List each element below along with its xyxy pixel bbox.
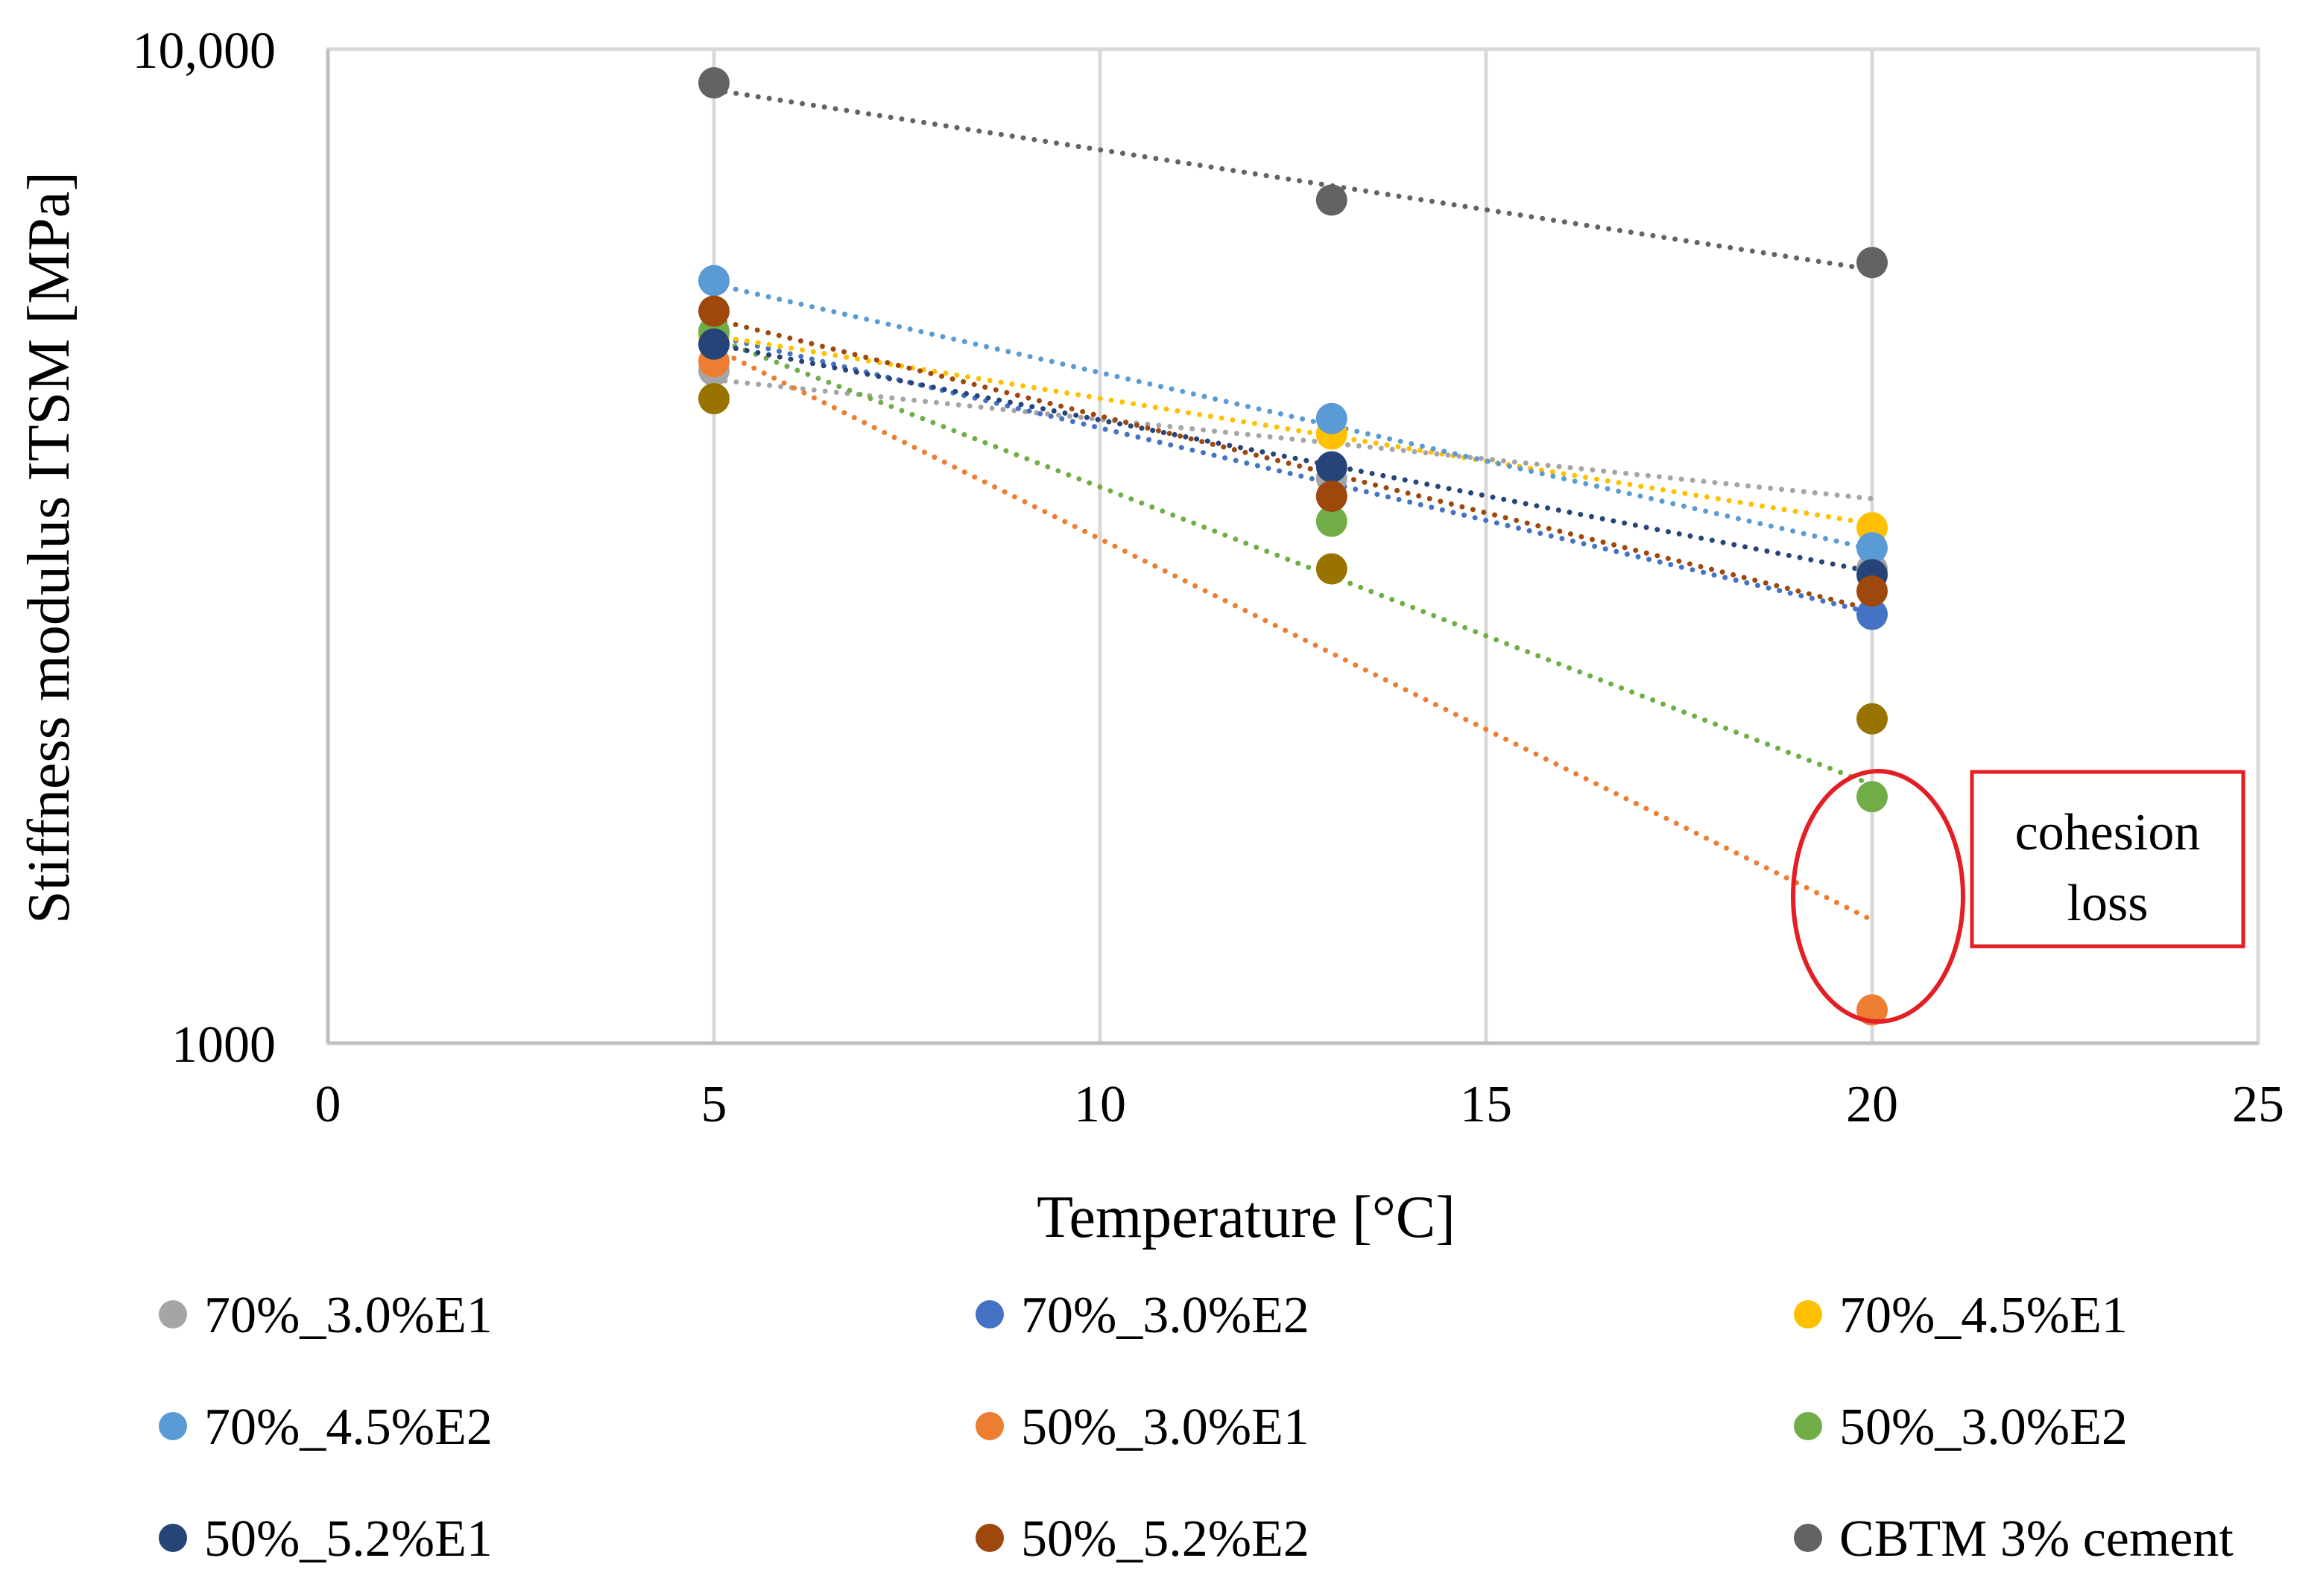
tick-labels: 0 5 10 15 20 25 1000 10,000 [133,22,2285,1133]
x-tick-label-15: 15 [1460,1076,1512,1133]
data-point-series-9-20 [1856,703,1888,735]
data-point-50%_5.2%E2-13 [1315,480,1347,512]
y-tick-label-1000: 1000 [171,1016,276,1074]
x-tick-label-10: 10 [1074,1076,1126,1133]
legend-label-50%_5.2%E2: 50%_5.2%E2 [1021,1510,1309,1568]
data-point-CBTM 3% cement-13 [1315,184,1347,216]
trendline-70%_3.0%E1 [711,377,1875,501]
y-tick-label-10000: 10,000 [133,22,276,80]
trendlines [711,87,1875,923]
legend-marker-50%_3.0%E2 [1794,1412,1822,1440]
legend-label-50%_3.0%E2: 50%_3.0%E2 [1839,1399,2128,1456]
data-point-50%_5.2%E1-5 [698,328,730,360]
annotation-text-line-2: loss [2067,875,2149,932]
legend-marker-70%_3.0%E2 [976,1300,1004,1329]
legend-label-70%_3.0%E2: 70%_3.0%E2 [1021,1287,1309,1344]
legend-marker-50%_3.0%E1 [976,1412,1004,1440]
trendline-50%_5.2%E1 [711,341,1875,574]
data-point-50%_3.0%E2-20 [1856,781,1888,813]
data-point-series-9-13 [1315,553,1347,585]
legend-marker-70%_3.0%E1 [159,1300,187,1329]
data-point-50%_5.2%E2-5 [698,295,730,327]
data-point-70%_4.5%E2-5 [698,265,730,297]
trendline-50%_5.2%E2 [711,316,1875,612]
legend-marker-70%_4.5%E1 [1794,1300,1822,1329]
legend-marker-50%_5.2%E1 [159,1524,187,1552]
legend-label-50%_3.0%E1: 50%_3.0%E1 [1021,1399,1309,1456]
legend-label-70%_3.0%E1: 70%_3.0%E1 [204,1287,493,1344]
data-point-70%_4.5%E2-20 [1856,532,1888,564]
data-point-50%_5.2%E1-13 [1315,451,1347,483]
legend-marker-50%_5.2%E2 [976,1524,1004,1552]
x-tick-label-0: 0 [315,1076,341,1133]
legend-label-70%_4.5%E2: 70%_4.5%E2 [204,1399,493,1456]
cohesion-loss-annotation: cohesion loss [1791,769,2245,1024]
trendline-50%_3.0%E1 [711,346,1875,923]
x-tick-label-20: 20 [1846,1076,1898,1133]
data-point-70%_3.0%E2-20 [1856,598,1888,630]
data-point-CBTM 3% cement-20 [1856,247,1888,279]
legend-label-CBTM 3% cement: CBTM 3% cement [1839,1510,2234,1568]
data-point-50%_5.2%E2-20 [1856,575,1888,607]
legend-label-70%_4.5%E1: 70%_4.5%E1 [1839,1287,2128,1344]
data-point-CBTM 3% cement-5 [698,67,730,99]
data-points [698,67,1888,1026]
trendline-70%_3.0%E2 [711,332,1875,615]
annotation-text-line-1: cohesion [2015,804,2201,861]
data-point-50%_3.0%E2-13 [1315,505,1347,537]
data-point-series-9-5 [698,383,730,415]
legend-marker-CBTM 3% cement [1794,1524,1822,1552]
annotation-ellipse [1791,769,1965,1024]
x-axis-title: Temperature [°C] [1037,1185,1455,1250]
x-tick-label-25: 25 [2232,1076,2284,1133]
trendline-70%_4.5%E2 [711,282,1875,552]
x-tick-label-5: 5 [701,1076,727,1133]
data-point-70%_4.5%E2-13 [1315,402,1347,434]
annotation-box [1970,770,2245,949]
legend: 70%_3.0%E1 70%_3.0%E2 70%_4.5%E1 70%_4.5%E2… [159,1287,2234,1568]
y-axis-title: Stiffness modulus ITSM [MPa] [16,171,82,924]
axes [326,47,2260,1045]
legend-marker-70%_4.5%E2 [159,1412,187,1440]
legend-label-50%_5.2%E1: 50%_5.2%E1 [204,1510,493,1568]
